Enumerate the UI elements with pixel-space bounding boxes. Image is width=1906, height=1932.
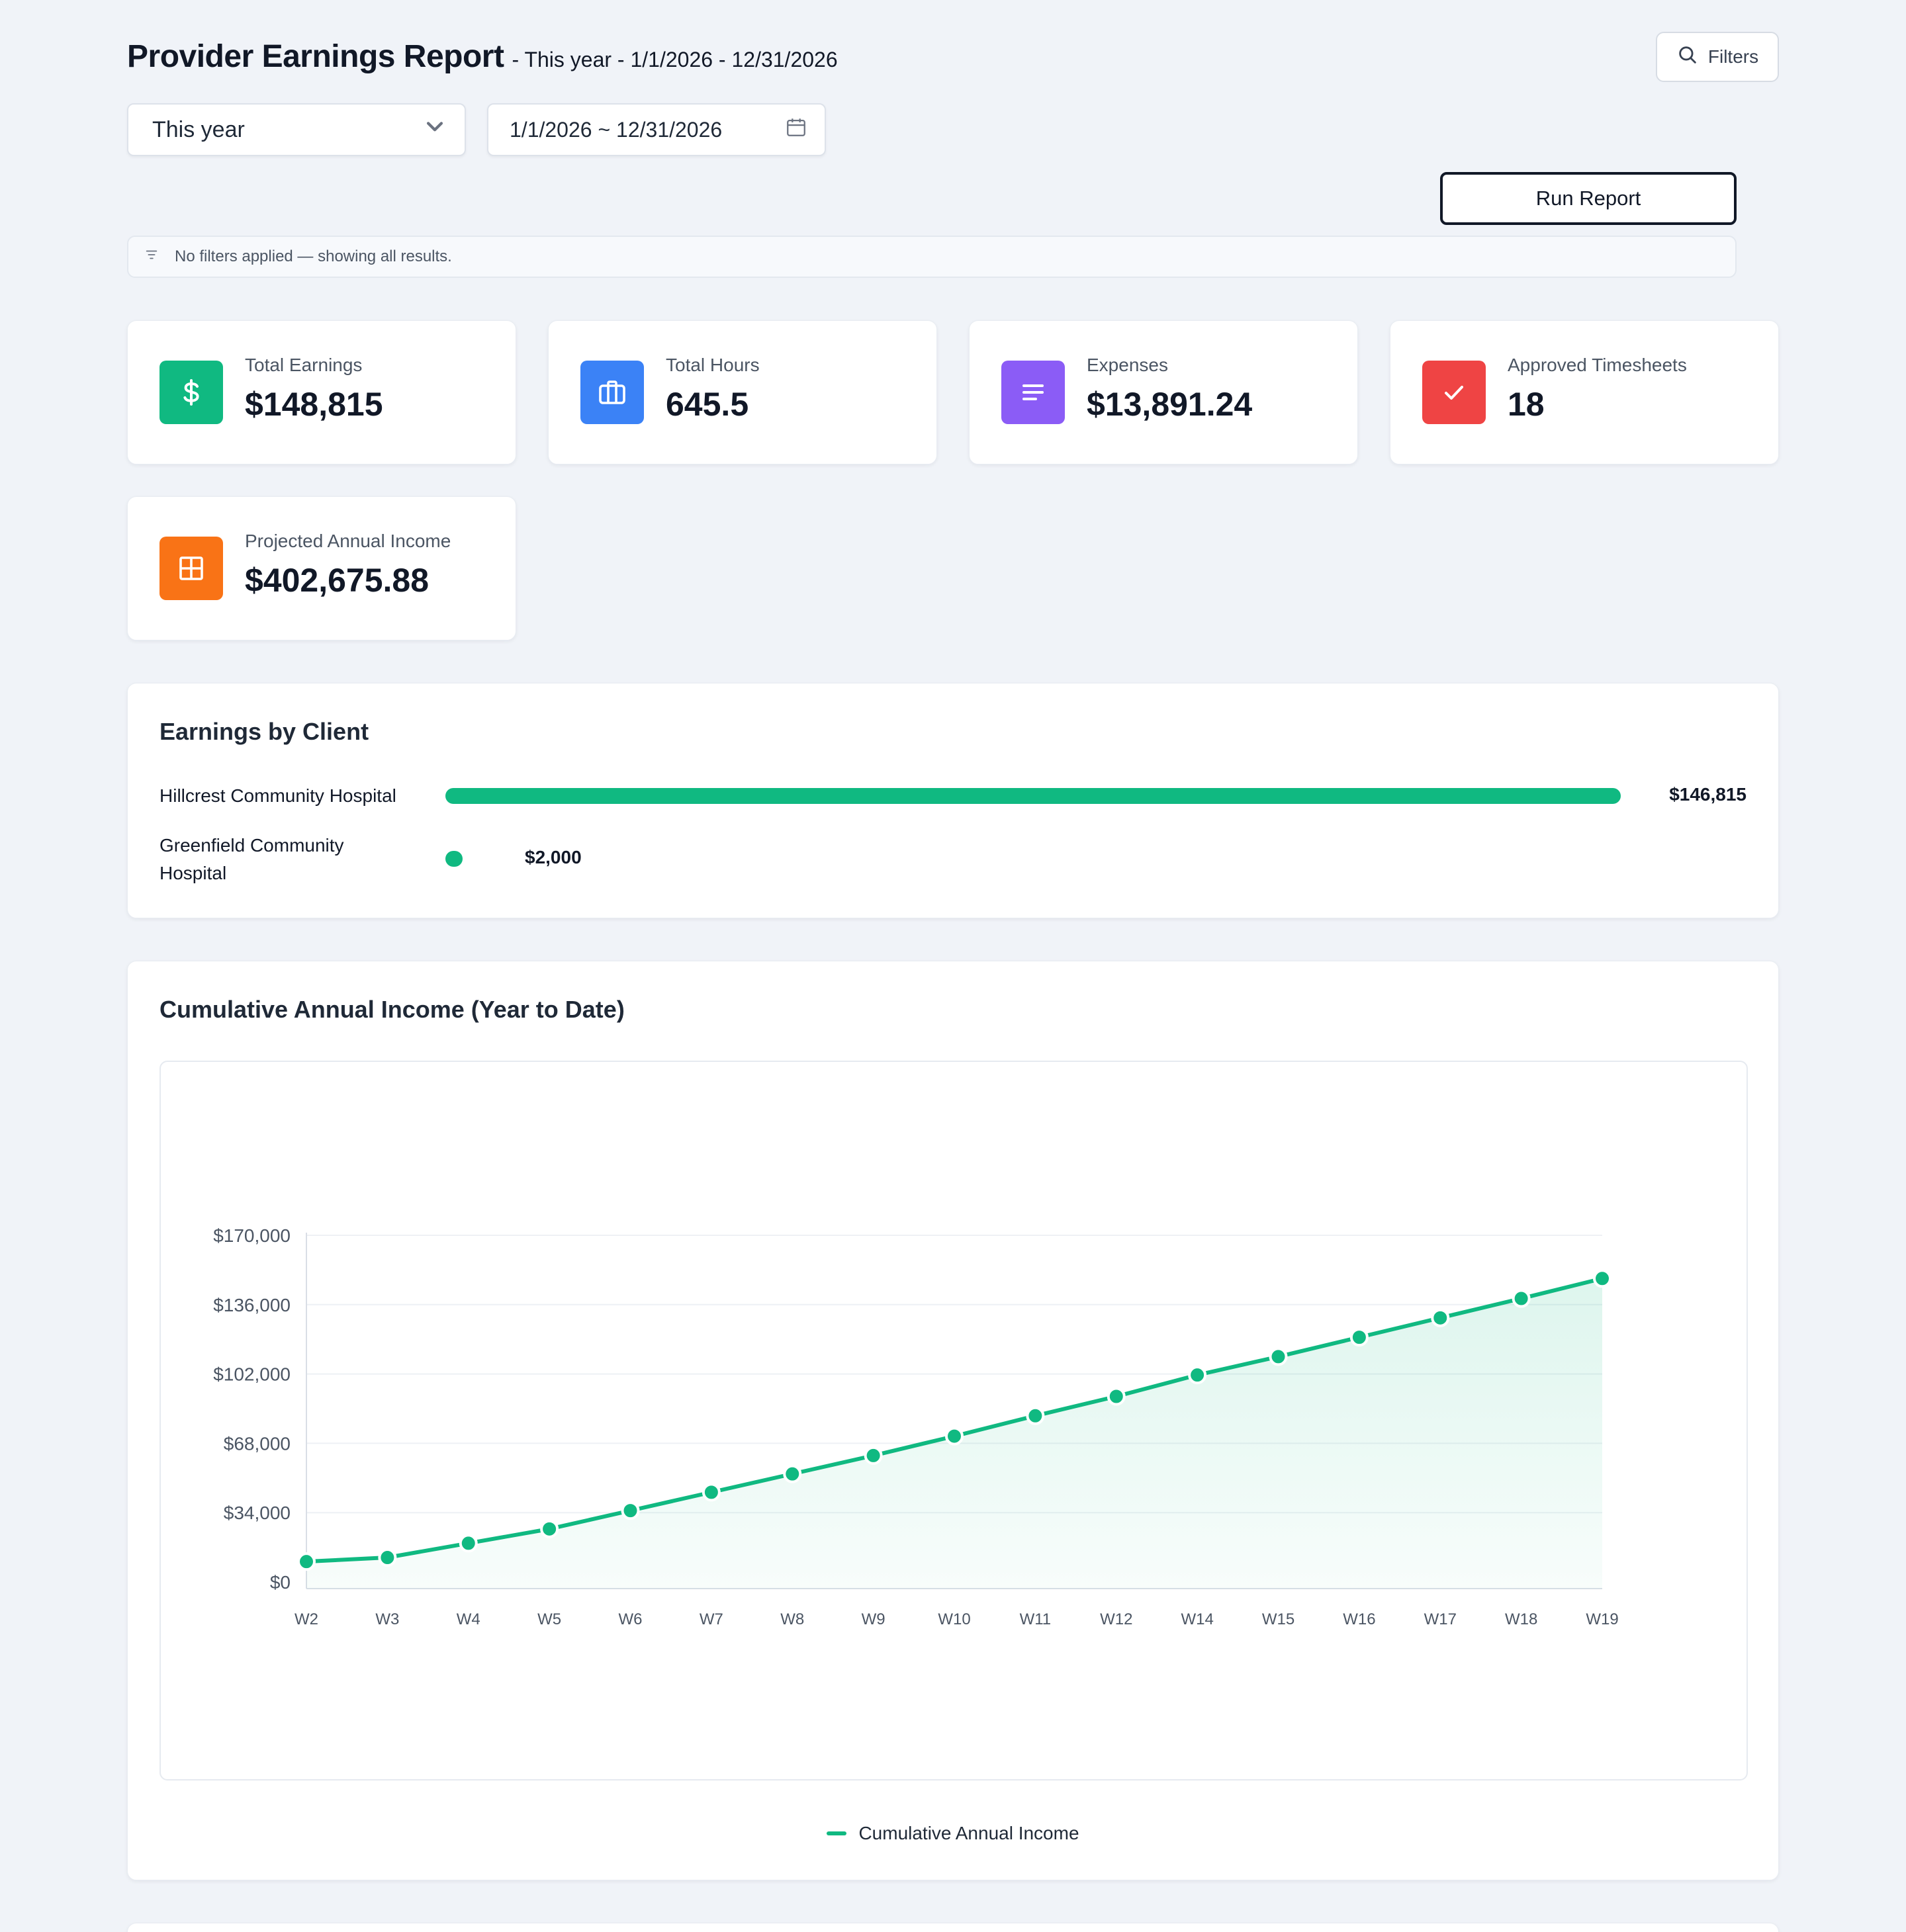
filter-icon xyxy=(144,247,159,267)
stat-card-total-earnings: Total Earnings $148,815 xyxy=(127,320,516,464)
stat-card-projected-income: Projected Annual Income $402,675.88 xyxy=(127,496,516,640)
filter-status-bar: No filters applied — showing all results… xyxy=(127,236,1737,278)
filters-button[interactable]: Filters xyxy=(1656,32,1779,82)
stat-card-expenses: Expenses $13,891.24 xyxy=(969,320,1358,464)
y-tick-label: $170,000 xyxy=(213,1225,291,1246)
filter-status-text: No filters applied — showing all results… xyxy=(175,247,452,265)
data-point xyxy=(459,1534,478,1553)
x-tick-label: W18 xyxy=(1505,1610,1537,1628)
data-point xyxy=(621,1501,640,1520)
x-tick-label: W9 xyxy=(862,1610,885,1628)
legend-swatch xyxy=(827,1831,847,1835)
data-point xyxy=(1593,1269,1611,1288)
page-subtitle: - This year - 1/1/2026 - 12/31/2026 xyxy=(512,48,838,71)
data-point xyxy=(783,1464,802,1483)
chart-container: $0 $34,000 $68,000 $102,000 $136,000 $170,000… xyxy=(159,1061,1748,1780)
x-tick-label: W11 xyxy=(1020,1610,1052,1628)
period-select[interactable]: This year xyxy=(127,103,466,156)
chevron-down-icon xyxy=(424,116,446,144)
stat-value: 18 xyxy=(1508,386,1545,423)
y-tick-label: $136,000 xyxy=(213,1295,291,1315)
stat-label: Total Earnings xyxy=(245,355,363,375)
stat-label: Approved Timesheets xyxy=(1508,355,1687,375)
earnings-by-client-card: Earnings by Client Hillcrest Community H… xyxy=(127,683,1779,918)
run-report-button[interactable]: Run Report xyxy=(1440,172,1737,225)
x-tick-label: W5 xyxy=(537,1610,561,1628)
page-title: Provider Earnings Report xyxy=(127,39,504,74)
date-range-value: 1/1/2026 ~ 12/31/2026 xyxy=(510,117,723,142)
stat-label: Expenses xyxy=(1087,355,1168,375)
y-tick-label: $68,000 xyxy=(224,1433,291,1454)
chart-legend: Cumulative Annual Income xyxy=(128,1823,1778,1844)
x-tick-label: W14 xyxy=(1181,1610,1213,1628)
cumulative-income-card: Cumulative Annual Income (Year to Date) … xyxy=(127,961,1779,1880)
grid-icon xyxy=(159,537,223,600)
client-value: $2,000 xyxy=(525,847,582,867)
y-tick-label: $0 xyxy=(270,1572,291,1593)
search-icon xyxy=(1676,44,1699,71)
client-bar xyxy=(445,851,463,867)
data-point xyxy=(1431,1308,1450,1327)
report-header: Provider Earnings Report - This year - 1… xyxy=(127,38,838,75)
data-point xyxy=(1026,1406,1045,1425)
stat-value: $148,815 xyxy=(245,386,383,423)
next-section-card xyxy=(127,1923,1779,1932)
data-point xyxy=(378,1548,397,1567)
check-icon xyxy=(1422,361,1486,424)
y-tick-label: $34,000 xyxy=(224,1503,291,1523)
calendar-icon xyxy=(785,116,807,144)
stat-value: $402,675.88 xyxy=(245,562,430,599)
x-tick-label: W2 xyxy=(295,1610,318,1628)
data-point xyxy=(540,1519,559,1538)
stat-value: 645.5 xyxy=(666,386,749,423)
x-tick-label: W19 xyxy=(1586,1610,1618,1628)
stat-card-total-hours: Total Hours 645.5 xyxy=(548,320,937,464)
list-icon xyxy=(1001,361,1065,424)
briefcase-icon xyxy=(580,361,644,424)
data-point xyxy=(945,1427,964,1446)
client-bar xyxy=(445,788,1621,804)
stat-value: $13,891.24 xyxy=(1087,386,1253,423)
filters-label: Filters xyxy=(1707,46,1759,67)
x-tick-label: W10 xyxy=(938,1610,970,1628)
x-tick-label: W4 xyxy=(457,1610,480,1628)
x-tick-label: W3 xyxy=(375,1610,399,1628)
dollar-icon xyxy=(159,361,223,424)
stat-label: Projected Annual Income xyxy=(245,531,451,551)
x-tick-label: W15 xyxy=(1262,1610,1294,1628)
period-select-value: This year xyxy=(152,116,245,142)
data-point xyxy=(1349,1328,1369,1347)
x-tick-label: W8 xyxy=(780,1610,804,1628)
x-tick-label: W17 xyxy=(1424,1610,1457,1628)
section-title: Earnings by Client xyxy=(159,718,369,745)
client-name: Hillcrest Community Hospital xyxy=(159,785,396,806)
data-point xyxy=(297,1552,316,1571)
cumulative-income-chart: $0 $34,000 $68,000 $102,000 $136,000 $170,000… xyxy=(213,1225,1618,1628)
data-point xyxy=(1107,1387,1126,1406)
y-tick-label: $102,000 xyxy=(213,1364,291,1385)
legend-label: Cumulative Annual Income xyxy=(858,1823,1079,1843)
x-tick-label: W12 xyxy=(1100,1610,1132,1628)
data-point xyxy=(702,1483,721,1502)
data-point xyxy=(1188,1366,1207,1385)
x-tick-label: W6 xyxy=(619,1610,643,1628)
client-value: $146,815 xyxy=(1669,784,1747,805)
client-name: Greenfield Community Hospital xyxy=(159,835,344,883)
stat-card-approved-timesheets: Approved Timesheets 18 xyxy=(1390,320,1779,464)
data-point xyxy=(864,1446,883,1465)
x-tick-label: W16 xyxy=(1343,1610,1375,1628)
date-range-picker[interactable]: 1/1/2026 ~ 12/31/2026 xyxy=(487,103,826,156)
x-tick-label: W7 xyxy=(700,1610,723,1628)
chart-title: Cumulative Annual Income (Year to Date) xyxy=(159,996,625,1023)
data-point xyxy=(1269,1347,1288,1366)
data-point xyxy=(1512,1289,1531,1308)
stat-label: Total Hours xyxy=(666,355,760,375)
